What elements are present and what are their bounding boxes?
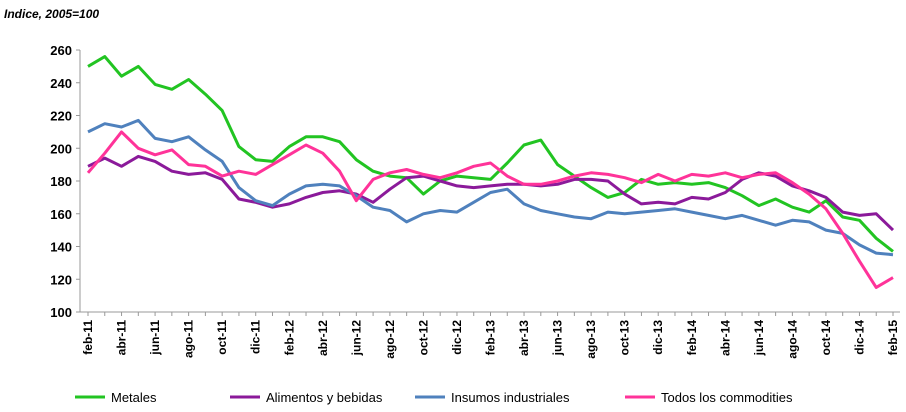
y-tick-label: 180 [50, 174, 72, 189]
x-tick-label: dic-12 [450, 320, 464, 355]
x-tick-label: oct-12 [416, 320, 430, 356]
x-tick-label: jun-12 [349, 320, 363, 357]
series-line [87, 154, 895, 232]
y-tick-label: 200 [50, 141, 72, 156]
x-tick-label: ago-13 [584, 320, 598, 359]
x-tick-label: abr-11 [115, 320, 129, 356]
x-tick-label: ago-11 [182, 320, 196, 358]
x-tick-label: feb-13 [484, 320, 498, 356]
x-tick-label: jun-14 [752, 320, 766, 357]
x-tick-label: feb-11 [81, 320, 95, 355]
x-tick-label: ago-12 [383, 320, 397, 359]
y-tick-label: 160 [50, 207, 72, 222]
x-tick-label: dic-11 [249, 320, 263, 354]
x-tick-label: feb-14 [685, 320, 699, 356]
x-tick-label: dic-13 [651, 320, 665, 355]
series-line [87, 55, 894, 253]
x-tick-label: feb-12 [282, 320, 296, 356]
x-tick-label: jun-13 [551, 320, 565, 357]
y-tick-label: 240 [50, 76, 72, 91]
series-line [87, 118, 894, 257]
x-tick-label: ago-14 [785, 320, 799, 359]
x-tick-label: oct-11 [215, 320, 229, 355]
x-tick-label: oct-13 [618, 320, 632, 356]
legend-label: Todos los commodities [661, 390, 793, 405]
y-tick-label: 140 [50, 240, 72, 255]
y-tick-label: 120 [50, 272, 72, 287]
x-tick-label: dic-14 [852, 320, 866, 355]
legend-label: Alimentos y bebidas [266, 390, 383, 405]
y-tick-label: 100 [50, 305, 72, 320]
y-tick-label: 220 [50, 109, 72, 124]
x-tick-label: oct-14 [819, 320, 833, 356]
x-tick-label: feb-15 [886, 320, 900, 356]
x-tick-label: abr-14 [718, 320, 732, 356]
x-tick-label: abr-13 [517, 320, 531, 356]
series-line [86, 130, 894, 289]
legend-label: Insumos industriales [451, 390, 570, 405]
y-tick-label: 260 [50, 43, 72, 58]
y-axis-label: Indice, 2005=100 [4, 7, 99, 21]
x-tick-label: jun-11 [148, 320, 162, 356]
legend-label: Metales [111, 390, 157, 405]
x-tick-label: abr-12 [316, 320, 330, 356]
